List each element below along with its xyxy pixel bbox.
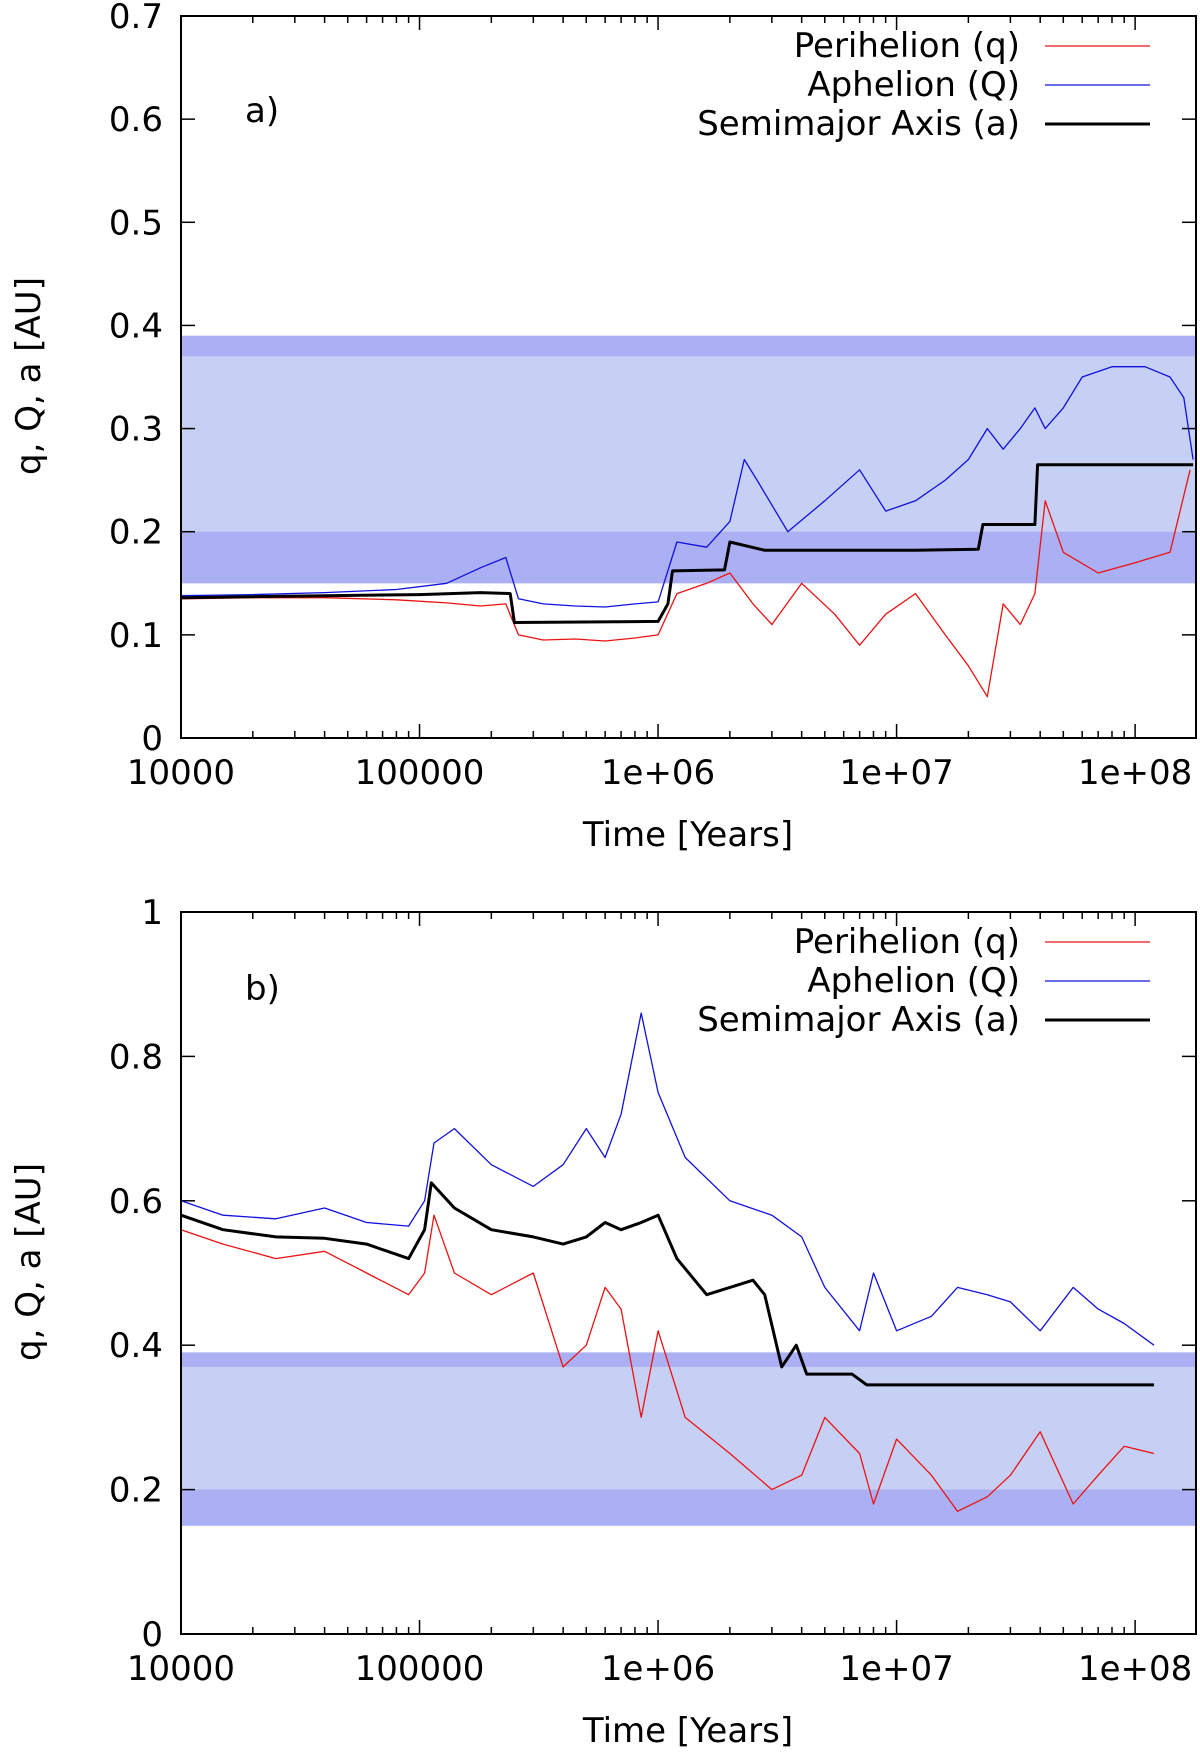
- y-axis-title-a: q, Q, a [AU]: [9, 277, 49, 475]
- band-2: [181, 1489, 1196, 1526]
- y-tick-label: 0.2: [109, 513, 163, 553]
- band-1: [181, 1352, 1196, 1367]
- x-tick-label: 100000: [355, 1649, 485, 1689]
- y-tick-label: 0.4: [109, 1326, 163, 1366]
- x-tick-label: 10000: [127, 1649, 235, 1689]
- series-line-perihelion: [180, 469, 1191, 698]
- plot-frame-b: [180, 911, 1197, 1635]
- tick-labels-a: 10000 100000 1e+06 1e+07 1e+08 0 0.1 0.2 0.3 0.4 0…: [109, 0, 1192, 793]
- x-tick-label: 1e+07: [839, 753, 953, 793]
- series-line-perihelion: [180, 1214, 1155, 1512]
- legend-b: Perihelion (q)Aphelion (Q)Semimajor Axis…: [697, 922, 1150, 1040]
- legend-label: Perihelion (q): [794, 922, 1020, 962]
- y-tick-label: 0.6: [109, 100, 163, 140]
- x-tick-label: 1e+06: [601, 753, 715, 793]
- plot-frame-a: [180, 15, 1197, 739]
- y-tick-label: 0: [141, 1615, 163, 1655]
- x-tick-label: 1e+07: [839, 1649, 953, 1689]
- series-line-semimajor-axis: [180, 1181, 1154, 1387]
- y-tick-label: 0.3: [109, 410, 163, 450]
- orbit-bands-a: [181, 335, 1196, 584]
- legend-label: Semimajor Axis (a): [697, 104, 1020, 144]
- series-line-aphelion: [180, 1012, 1155, 1346]
- y-tick-label: 0.4: [109, 306, 163, 346]
- y-tick-label: 0.2: [109, 1471, 163, 1511]
- panel-label-b: b): [245, 969, 280, 1009]
- y-tick-label: 0: [141, 719, 163, 759]
- series-lines-b: [180, 1012, 1155, 1512]
- y-tick-label: 1: [141, 893, 163, 933]
- x-axis-title-a: Time [Years]: [582, 815, 793, 855]
- legend-label: Perihelion (q): [794, 26, 1020, 66]
- y-tick-label: 0.8: [109, 1037, 163, 1077]
- series-line-semimajor-axis: [180, 463, 1194, 624]
- x-tick-label: 1e+06: [601, 1649, 715, 1689]
- legend-label: Semimajor Axis (a): [697, 1000, 1020, 1040]
- x-tick-label: 10000: [127, 753, 235, 793]
- legend-label: Aphelion (Q): [807, 65, 1020, 105]
- series-lines-a: [180, 366, 1194, 698]
- chart-panel-a: 10000 100000 1e+06 1e+07 1e+08 0 0.1 0.2 0.3 0.4 0…: [9, 0, 1197, 855]
- x-tick-label: 1e+08: [1078, 1649, 1192, 1689]
- band-2: [181, 531, 1196, 584]
- chart-panel-b: 10000 100000 1e+06 1e+07 1e+0800.20.40.60.81…: [9, 893, 1197, 1751]
- y-tick-label: 0.7: [109, 0, 163, 37]
- band-1: [181, 335, 1196, 357]
- y-tick-label: 0.6: [109, 1182, 163, 1222]
- tick-labels-b: 10000 100000 1e+06 1e+07 1e+08 0 0.2 0.4 0.6 0.8 1: [109, 893, 1192, 1689]
- orbit-bands-b: [181, 1352, 1196, 1526]
- panel-label-a: a): [245, 91, 279, 131]
- legend-a: Perihelion (q)Aphelion (Q)Semimajor Axis…: [697, 26, 1150, 144]
- x-axis-title-b: Time [Years]: [582, 1711, 793, 1751]
- x-tick-label: 1e+08: [1078, 753, 1192, 793]
- y-tick-label: 0.1: [109, 616, 163, 656]
- legend-label: Aphelion (Q): [807, 961, 1020, 1001]
- y-tick-label: 0.5: [109, 203, 163, 243]
- y-axis-title-b: q, Q, a [AU]: [9, 1163, 49, 1361]
- x-tick-label: 100000: [355, 753, 485, 793]
